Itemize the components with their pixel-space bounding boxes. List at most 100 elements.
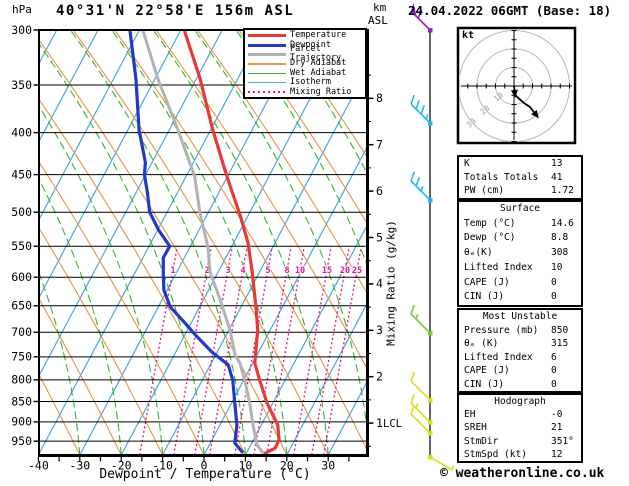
legend-line-sample [248, 43, 286, 47]
x-tick-label: 20 [280, 459, 294, 473]
legend-line-sample [248, 52, 286, 56]
legend-item: Parcel Trajectory [245, 45, 365, 63]
pressure-tick-label: 750 [11, 350, 32, 364]
hodograph-arrow [531, 109, 539, 119]
legend-item: Dry Adiabat [245, 59, 365, 68]
wind-barb-half-feather [415, 402, 419, 409]
wind-barb-dot [428, 431, 433, 436]
wind-barb-pennant [411, 3, 417, 17]
dry-adiabat-line [40, 299, 122, 454]
km-tick-label: 3 [376, 323, 383, 337]
legend-label: Wet Adiabat [290, 67, 347, 78]
legend-label: Parcel Trajectory [290, 44, 342, 64]
pressure-tick-label: 650 [11, 299, 32, 313]
table-row-label: K [464, 158, 470, 169]
table-row-label: Totals Totals [464, 171, 539, 183]
table-header: Most Unstable [482, 311, 558, 322]
parcel-trajectory-curve [141, 31, 265, 454]
mixing-ratio-axis-label: Mixing Ratio (g/kg) [384, 220, 398, 346]
wind-barb-half-feather [420, 185, 424, 192]
km-tick-label: 2 [376, 370, 383, 384]
isotherm-line [40, 31, 140, 219]
table-row-value: 21 [551, 422, 563, 434]
table-row: PW (cm) 1.72 [459, 184, 581, 198]
wind-barb-dot [428, 398, 433, 403]
isotherm-line [40, 31, 99, 141]
mixing-ratio-value-label: 1 [170, 266, 175, 276]
station-title: 40°31'N 22°58'E 156m ASL [56, 3, 295, 19]
table-row-label: CIN (J) [464, 378, 505, 390]
table-row-value: 13 [551, 158, 563, 169]
indices-table: Surface Temp (°C) 14.6 Dewp (°C) 8.8 θₑ(K) 308… [457, 200, 583, 307]
mixing-ratio-line [293, 245, 332, 454]
lcl-label: LCL [383, 418, 402, 430]
table-row-label: CAPE (J) [464, 365, 510, 376]
table-row-label: Temp (°C) [464, 217, 516, 229]
legend-line-sample [248, 34, 286, 38]
table-row-label: PW (cm) [464, 185, 505, 197]
table-row-label: θₑ (K) [464, 338, 499, 349]
wind-barb [410, 94, 433, 126]
x-tick-label: -40 [28, 459, 49, 473]
wind-barb-shaft [410, 380, 431, 401]
mixing-ratio-line [234, 245, 273, 454]
indices-table: Most Unstable Pressure (mb) 850 θₑ (K) 315 Li… [457, 308, 583, 393]
legend-label: Dry Adiabat [290, 58, 347, 69]
table-row-value: 0 [551, 378, 557, 390]
wind-barb [410, 3, 433, 33]
dry-adiabat-line [40, 375, 80, 454]
temperature-curve [182, 31, 281, 454]
legend-label: Isotherm [290, 77, 331, 88]
mixing-ratio-value-label: 3 [225, 266, 230, 276]
table-row: EH -0 [459, 408, 581, 421]
pressure-tick-label: 800 [11, 373, 32, 387]
wind-barb-feather [410, 94, 415, 105]
wind-barb-feather [415, 176, 420, 187]
legend-line-sample [248, 72, 286, 74]
wind-barb-dot [428, 198, 433, 203]
table-row-value: 308 [551, 247, 569, 259]
table-row: CIN (J) 0 [459, 378, 581, 392]
asl-axis-unit-label: ASL [368, 14, 388, 27]
table-row: Totals Totals 41 [459, 171, 581, 185]
pressure-axis: 300 350 400 450 500 550 600 650 700 750 800 850 900 9… [11, 23, 367, 448]
wind-barb-feather [410, 393, 415, 404]
pressure-tick-label: 850 [11, 394, 32, 408]
wind-barb-feather [410, 404, 415, 415]
mixing-ratio-line [266, 245, 305, 454]
isotherm-line [328, 382, 366, 454]
dry-adiabat-line [40, 99, 246, 454]
hodograph-unit-label: kt [462, 30, 475, 41]
table-row: Lifted Index 10 [459, 261, 581, 276]
mixing-ratio-line [194, 245, 233, 454]
table-row-label: StmSpd (kt) [464, 448, 527, 460]
sounding-curves [128, 31, 281, 454]
legend-line-sample [248, 63, 286, 65]
hodograph-arrow [510, 89, 518, 98]
table-row: Pressure (mb) 850 [459, 324, 581, 338]
wind-barb-shaft [410, 313, 431, 334]
wind-barb-feather [415, 99, 420, 110]
legend-item: Wet Adiabat [245, 67, 365, 78]
dewpoint-curve [128, 31, 244, 454]
wind-barb-dot [428, 331, 433, 336]
mixing-ratio-line [139, 245, 178, 454]
table-row-label: CAPE (J) [464, 276, 510, 288]
pressure-tick-label: 550 [11, 239, 32, 253]
table-row-value: 850 [551, 324, 569, 336]
pressure-tick-label: 900 [11, 415, 32, 429]
table-row-value: 0 [551, 365, 557, 376]
datetime-title: 24.04.2022 06GMT (Base: 18) [408, 3, 612, 18]
mixing-ratio-line [173, 245, 212, 454]
table-row: Temp (°C) 14.6 [459, 217, 581, 232]
table-row-value: 41 [551, 171, 563, 183]
km-tick-label: 5 [376, 230, 383, 244]
table-row-value: 1.72 [551, 185, 574, 197]
wind-barb-feather [410, 304, 415, 315]
wind-barb-column [410, 3, 455, 471]
x-tick-label: 10 [238, 459, 252, 473]
pressure-tick-label: 950 [11, 434, 32, 448]
x-tick-label: -10 [152, 459, 173, 473]
